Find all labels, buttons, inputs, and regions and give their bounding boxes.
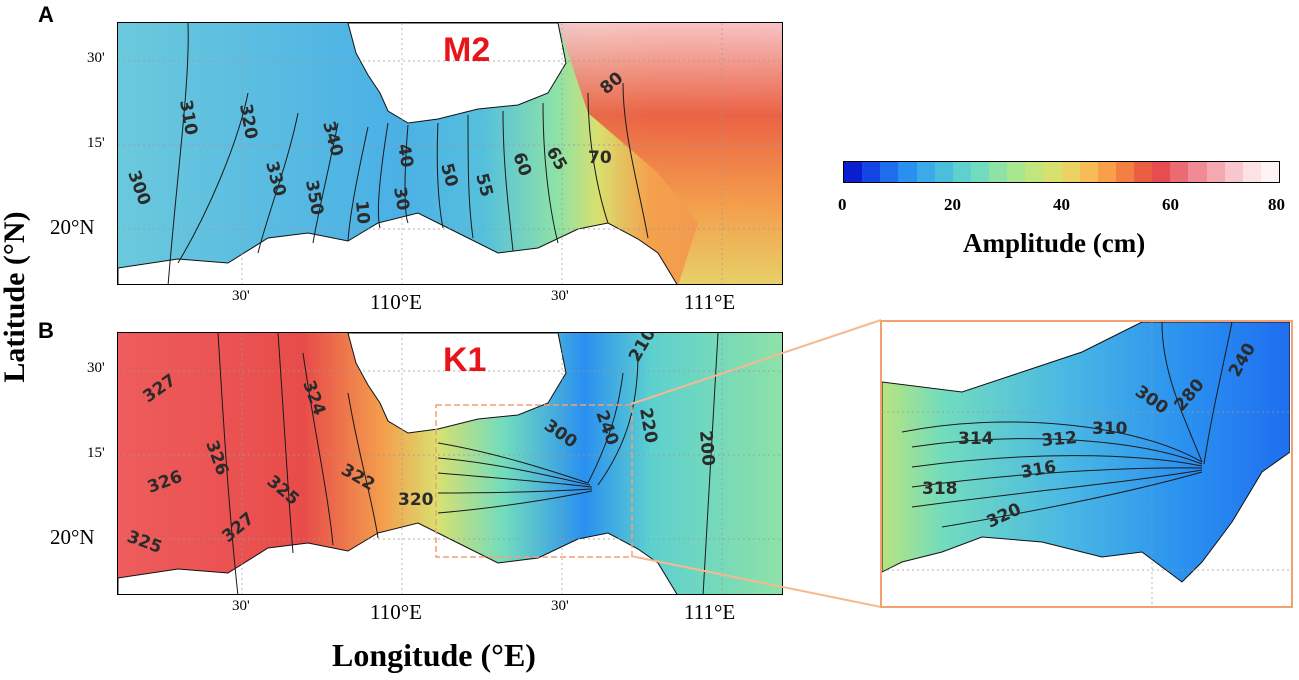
graticule	[118, 23, 782, 284]
contour-label: 314	[958, 429, 994, 449]
contour-label: 200	[695, 430, 718, 467]
contour-label: 312	[1041, 428, 1078, 451]
inset-grid	[882, 322, 1290, 605]
connector-bottom	[630, 555, 882, 608]
colorbar-segment	[1007, 162, 1026, 182]
x-tick-a-110e: 110°E	[370, 290, 422, 314]
contour-label: 318	[922, 479, 958, 499]
colorbar-segment	[844, 162, 863, 182]
contour-label: 10	[351, 200, 373, 225]
y-tick-b-15: 15'	[87, 445, 105, 461]
x-axis-title: Longitude (°E)	[332, 637, 536, 673]
colorbar-tick-40: 40	[1053, 195, 1070, 214]
inset-svg: 300 240 280 314 312 310 316 318 320	[882, 322, 1291, 605]
x-tick-b-111e: 111°E	[684, 600, 736, 624]
colorbar-tick-60: 60	[1162, 195, 1179, 214]
x-tick-a-30a: 30'	[232, 288, 250, 304]
x-tick-a-111e: 111°E	[684, 290, 736, 314]
phase-contours	[217, 333, 719, 594]
y-tick-a-30: 30'	[87, 50, 105, 66]
panel-letter-a: A	[38, 2, 54, 27]
colorbar-tick-80: 80	[1268, 195, 1285, 214]
inset-amplitude	[882, 322, 1291, 583]
zoom-box	[435, 404, 633, 558]
colorbar-tick-0: 0	[838, 195, 847, 214]
land-north	[347, 333, 567, 434]
phase-contours	[167, 23, 649, 284]
y-tick-a-15: 15'	[87, 135, 105, 151]
x-tick-a-30b: 30'	[551, 288, 569, 304]
colorbar-segment	[1206, 162, 1225, 182]
y-tick-b-20n: 20°N	[50, 525, 95, 549]
land-south	[118, 212, 678, 284]
colorbar-segment	[1079, 162, 1098, 182]
colorbar-segment	[970, 162, 989, 182]
y-tick-a-20n: 20°N	[50, 215, 95, 239]
contour-labels-a: 310 320 340 300 330 350 10 40 30 50 55 6…	[123, 68, 627, 225]
colorbar-segment	[862, 162, 881, 182]
map-panel-b: 327 324 326 325 322 320 326 327 325 300 …	[117, 332, 783, 595]
map-a-svg: 310 320 340 300 330 350 10 40 30 50 55 6…	[118, 23, 782, 284]
amplitude-field-east	[558, 23, 782, 284]
land-south	[118, 522, 678, 594]
colorbar-segment	[1115, 162, 1134, 182]
colorbar-segment	[1061, 162, 1080, 182]
panel-letter-b: B	[38, 318, 54, 343]
colorbar-tick-20: 20	[944, 195, 961, 214]
colorbar-segment	[916, 162, 935, 182]
colorbar-segment	[1170, 162, 1189, 182]
x-tick-b-110e: 110°E	[370, 600, 422, 624]
colorbar-segment	[952, 162, 971, 182]
contour-label: 320	[398, 490, 434, 510]
x-tick-b-30b: 30'	[551, 598, 569, 614]
y-tick-b-30: 30'	[87, 360, 105, 376]
colorbar-segment	[1260, 162, 1279, 182]
connector-top	[630, 319, 882, 405]
x-tick-b-30a: 30'	[232, 598, 250, 614]
colorbar	[843, 161, 1280, 183]
colorbar-segment	[1242, 162, 1261, 182]
inset-contours	[901, 322, 1233, 528]
colorbar-segment	[1134, 162, 1153, 182]
colorbar-segment	[1025, 162, 1044, 182]
colorbar-segment	[1188, 162, 1207, 182]
colorbar-segment	[880, 162, 899, 182]
map-panel-a: 310 320 340 300 330 350 10 40 30 50 55 6…	[117, 22, 783, 285]
constituent-title-a: M2	[443, 31, 491, 69]
constituent-title-b: K1	[443, 341, 487, 379]
colorbar-segment	[1043, 162, 1062, 182]
map-b-svg: 327 324 326 325 322 320 326 327 325 300 …	[118, 333, 782, 594]
colorbar-title: Amplitude (cm)	[963, 228, 1146, 258]
contour-label: 30	[389, 185, 413, 212]
colorbar-segment	[1097, 162, 1116, 182]
colorbar-segment	[934, 162, 953, 182]
colorbar-segment	[989, 162, 1008, 182]
contour-label: 40	[393, 142, 417, 169]
colorbar-segment	[1152, 162, 1171, 182]
graticule	[118, 333, 782, 594]
land-north	[347, 23, 567, 124]
inset-map: 300 240 280 314 312 310 316 318 320	[880, 320, 1293, 608]
colorbar-segment	[898, 162, 917, 182]
contour-label: 70	[588, 148, 612, 168]
colorbar-segment	[1224, 162, 1243, 182]
contour-label: 310	[1092, 419, 1128, 439]
